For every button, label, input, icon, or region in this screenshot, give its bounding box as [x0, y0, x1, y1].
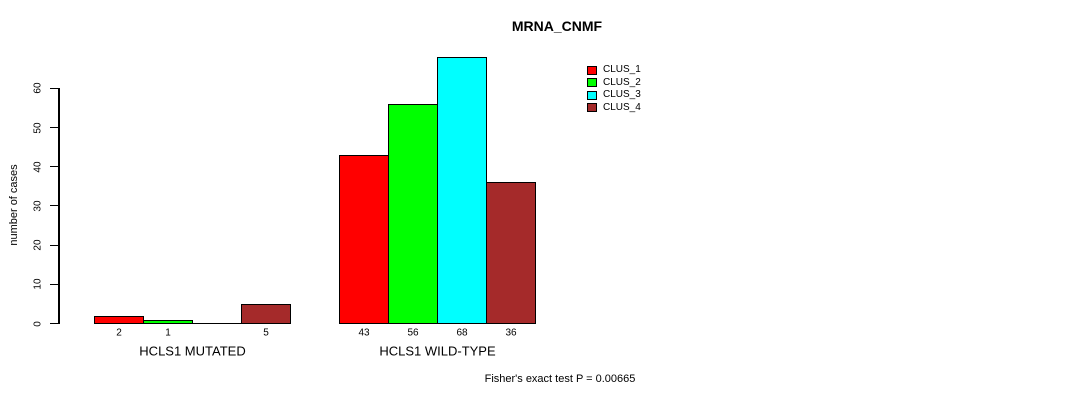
legend-item-label: CLUS_2	[603, 76, 641, 88]
group-label: HCLS1 WILD-TYPE	[379, 343, 496, 359]
legend-item-label: CLUS_1	[603, 64, 641, 76]
y-axis-label: number of cases	[8, 164, 20, 246]
bar-value-label: 2	[116, 327, 122, 339]
y-tick	[50, 87, 58, 89]
legend-swatch-clus_3	[587, 90, 597, 100]
bar-clus_4	[486, 182, 536, 325]
y-axis-line	[58, 88, 60, 325]
legend-item: CLUS_2	[587, 77, 641, 90]
y-tick-label: 30	[32, 200, 44, 212]
bar-value-label: 5	[263, 327, 269, 339]
bar-value-label: 1	[165, 327, 171, 339]
bar-clus_2	[388, 103, 438, 325]
bar-value-label: 43	[358, 327, 370, 339]
y-tick-label: 40	[32, 161, 44, 173]
bar-value-label: 56	[407, 327, 419, 339]
group-baseline	[94, 323, 291, 324]
group-label: HCLS1 MUTATED	[139, 343, 246, 359]
bar-clus_4	[241, 303, 291, 325]
y-tick-label: 0	[32, 320, 44, 327]
legend: CLUS_1 CLUS_2 CLUS_3 CLUS_4	[587, 64, 641, 114]
legend-swatch-clus_1	[587, 65, 597, 75]
y-tick-label: 10	[32, 278, 44, 290]
y-tick	[50, 283, 58, 285]
bar-clus_3	[437, 56, 487, 325]
bar-value-label: 36	[505, 327, 517, 339]
y-tick	[50, 127, 58, 128]
legend-swatch-clus_4	[587, 103, 597, 113]
y-tick-label: 60	[32, 82, 44, 94]
legend-item: CLUS_4	[587, 102, 641, 115]
legend-item: CLUS_1	[587, 64, 641, 77]
fisher-test-annotation: Fisher's exact test P = 0.00665	[484, 373, 636, 385]
bar-value-label: 68	[456, 327, 468, 339]
y-tick	[50, 323, 58, 324]
group-baseline	[339, 323, 536, 324]
legend-item: CLUS_3	[587, 89, 641, 102]
legend-swatch-clus_2	[587, 78, 597, 88]
chart-title: MRNA_CNMF	[511, 18, 603, 34]
y-tick	[50, 166, 58, 168]
y-tick-label: 20	[32, 239, 44, 251]
legend-item-label: CLUS_3	[603, 89, 641, 101]
legend-item-label: CLUS_4	[603, 101, 641, 113]
bar-clus_1	[339, 154, 389, 325]
y-tick	[50, 205, 58, 207]
y-tick-label: 50	[32, 121, 44, 134]
y-tick	[50, 244, 58, 246]
